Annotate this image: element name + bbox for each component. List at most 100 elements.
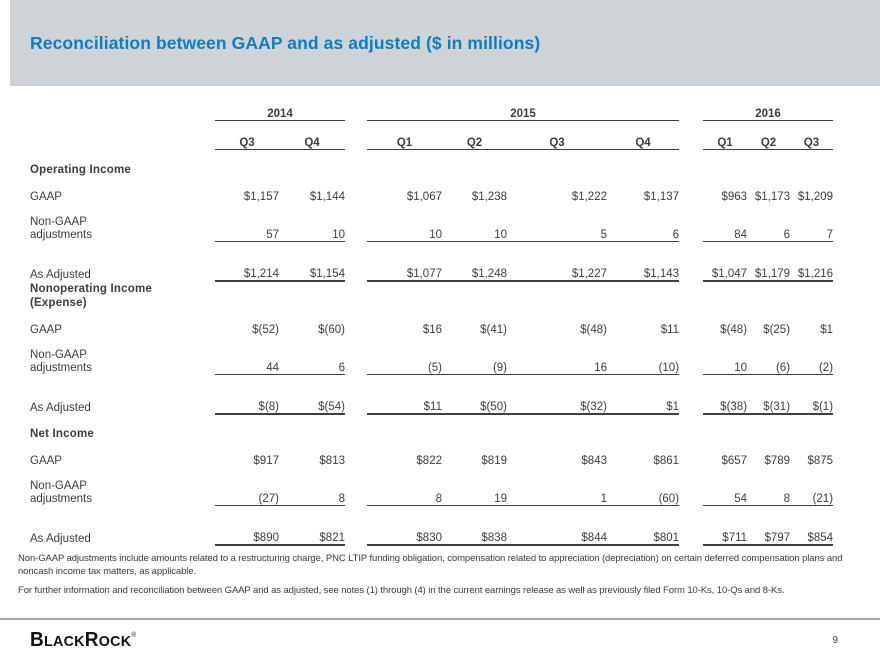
section-name-line: (Expense) [30,297,87,309]
value-cell: $16 [422,324,442,336]
value-cell: $1 [820,324,834,336]
spacer-row [30,149,833,163]
value-cell: $789 [764,455,791,467]
value-cell: 16 [507,336,607,375]
value-cell: $657 [721,455,748,467]
value-cell: $(38) [703,386,748,415]
value-cell: $830 [367,517,442,546]
quarter-header: Q3 [790,129,834,150]
value-cell: $1,209 [797,191,834,203]
row-label-line: GAAP [30,323,62,336]
row-label: As Adjusted [30,386,215,414]
spacer-row [30,414,833,427]
value-cell: $1,173 [754,191,791,203]
value-cell: 10 [442,203,507,242]
value-cell: $711 [703,517,748,546]
row-label-line: adjustments [30,361,93,374]
value-cell: $917 [253,455,279,467]
value-cell: $1,067 [406,191,442,203]
table-row: As Adjusted $890 $821 $830 $838 $844 $801 $711 $… [30,517,834,546]
value-cell: $11 [660,324,680,336]
value-cell: 1 [507,467,607,506]
section-name-line: Nonoperating Income [30,283,153,295]
row-label-line: As Adjusted [30,532,91,545]
section-header-row: Net Income [30,427,833,441]
table-row: GAAP $917 $813 $822 $819 $843 $861 $657 $789 $875 [30,441,833,468]
footer-divider [0,618,880,620]
quarter-header-row: Q3 Q4 Q1 Q2 Q3 Q4 Q1 Q2 Q3 [30,129,834,150]
year-header-row: 2014 2015 2016 [30,102,834,121]
value-cell: $1,214 [215,253,279,282]
year-header: 2015 [367,102,680,121]
value-cell: $1,144 [309,191,345,203]
quarter-header: Q4 [607,129,680,150]
spacer-row [30,241,833,253]
section-name: Operating Income [30,163,833,177]
logo-letter: B [30,629,45,651]
value-cell: 7 [790,203,834,242]
value-cell: $(31) [747,386,791,415]
value-cell: $(8) [215,386,279,415]
reconciliation-table: 2014 2015 2016 Q3 Q4 Q1 Q2 Q3 Q4 Q1 Q2 Q3 Operating … [30,102,834,546]
page-title: Reconciliation between GAAP and as adjus… [30,32,541,53]
value-cell: 44 [215,336,279,375]
section-name-line: Net Income [30,428,94,440]
row-label: Non-GAAP adjustments [30,203,215,241]
value-cell: $1,238 [471,191,507,203]
row-label: As Adjusted [30,517,215,545]
row-label: Non-GAAP adjustments [30,336,215,374]
quarter-header: Q1 [367,129,442,150]
blackrock-logo: BLACKROCK® [30,629,136,652]
value-cell: $1,077 [367,253,442,282]
value-cell: $797 [747,517,791,546]
value-cell: $821 [279,517,345,546]
value-cell: 57 [215,203,279,242]
value-cell: 5 [507,203,607,242]
value-cell: (2) [790,336,834,375]
value-cell: $11 [367,386,442,415]
value-cell: $813 [319,455,345,467]
spacer-row [30,374,833,386]
value-cell: $843 [581,455,607,467]
logo-letters: LACK [44,633,85,650]
spacer-row [30,505,833,517]
value-cell: (21) [790,467,834,506]
value-cell: $(1) [790,386,834,415]
value-cell: 8 [367,467,442,506]
table-row: As Adjusted $1,214 $1,154 $1,077 $1,248 $1,22… [30,253,834,282]
table-row: Non-GAAP adjustments 44 6 (5) (9) 16 (10) 10 (6)(… [30,336,834,375]
value-cell: 19 [442,467,507,506]
table-row: Non-GAAP adjustments (27) 8 8 19 1 (60) 54 8 (21) [30,467,834,506]
footnote-2: For further information and reconciliati… [18,585,785,597]
value-cell: $1,137 [643,191,680,203]
table-row: As Adjusted $(8) $(54) $11 $(50) $(32) $1 $(38)… [30,386,834,415]
value-cell: $(54) [279,386,345,415]
row-label-line: GAAP [30,454,62,467]
row-label: GAAP [30,310,215,336]
value-cell: $822 [416,455,442,467]
quarter-header: Q2 [442,129,507,150]
value-cell: $(60) [318,324,345,336]
section-name: Nonoperating Income (Expense) [30,282,833,310]
value-cell: $861 [653,455,680,467]
quarter-header: Q2 [747,129,791,150]
value-cell: $1 [607,386,680,415]
row-label-line: Non-GAAP [30,480,87,492]
section-name-line: Operating Income [30,164,131,176]
value-cell: $(32) [507,386,607,415]
value-cell: $1,227 [507,253,607,282]
footer: BLACKROCK® 9 [0,618,880,664]
value-cell: $1,248 [442,253,507,282]
value-cell: 10 [279,203,345,242]
section-header-row: Nonoperating Income (Expense) [30,282,833,310]
row-label-line: Non-GAAP [30,216,87,228]
row-label: GAAP [30,441,215,467]
row-label-line: Non-GAAP [30,349,87,361]
page-number: 9 [832,635,838,646]
row-label-line: adjustments [30,228,93,241]
quarter-header: Q3 [215,129,279,150]
value-cell: (6) [747,336,791,375]
row-label: Non-GAAP adjustments [30,467,215,505]
value-cell: $(50) [442,386,507,415]
